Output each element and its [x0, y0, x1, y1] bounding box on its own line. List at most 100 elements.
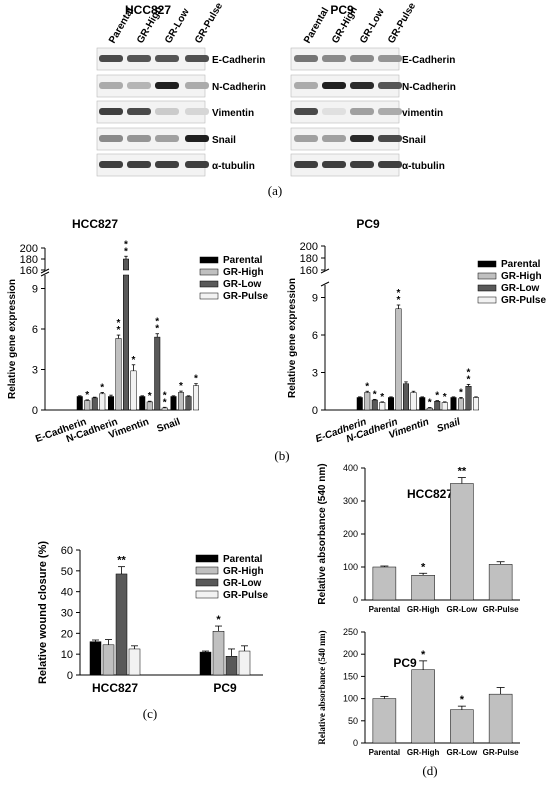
- legend-label: GR-Pulse: [223, 590, 268, 601]
- y-tick-label: 3: [312, 368, 318, 380]
- y-tick-label: 50: [61, 566, 73, 578]
- bar: [419, 397, 426, 411]
- blot-band: [378, 55, 402, 62]
- axis-break: [320, 268, 330, 274]
- y-tick-label: 3: [32, 365, 38, 377]
- legend-swatch: [477, 284, 497, 292]
- panel-label-d: (d): [422, 763, 437, 778]
- blot-band: [99, 82, 123, 89]
- significance-mark: *: [397, 295, 401, 306]
- blot-band: [294, 82, 318, 89]
- chart-title: PC9: [356, 217, 380, 231]
- blot-band: [294, 55, 318, 62]
- y-tick-label: 50: [348, 716, 358, 726]
- y-tick-label: 0: [32, 405, 38, 417]
- significance-mark: *: [459, 388, 463, 399]
- bar: [89, 641, 102, 676]
- blot-protein-label: E-Cadherin: [212, 55, 265, 66]
- significance-mark: *: [467, 367, 471, 378]
- category-label: Snail: [156, 416, 182, 435]
- blot-band: [127, 161, 151, 168]
- y-tick-label: 200: [343, 649, 358, 659]
- bar: [115, 338, 122, 411]
- category-label: GR-High: [407, 748, 440, 757]
- category-label: Parental: [369, 748, 401, 757]
- significance-mark: *: [428, 398, 432, 409]
- significance-mark: **: [117, 555, 126, 567]
- bar: [91, 397, 98, 411]
- bar: [379, 402, 386, 411]
- significance-mark: *: [117, 318, 121, 329]
- category-label: HCC827: [92, 681, 138, 695]
- significance-mark: *: [124, 239, 128, 250]
- blot-band: [127, 82, 151, 89]
- y-tick-label: 180: [20, 254, 38, 266]
- legend-label: GR-High: [501, 271, 542, 282]
- bar: [450, 709, 474, 744]
- legend-swatch: [199, 268, 219, 276]
- blot-band: [322, 108, 346, 115]
- blot-band: [322, 82, 346, 89]
- significance-mark: *: [194, 374, 198, 385]
- bar: [108, 396, 114, 411]
- y-tick-label: 0: [353, 738, 358, 748]
- significance-mark: *: [179, 381, 183, 392]
- y-axis-label: Relative absorbance (540 nm): [317, 630, 327, 744]
- bar: [411, 575, 435, 601]
- legend-label: GR-High: [223, 566, 264, 577]
- category-label: GR-Low: [447, 748, 478, 757]
- blot-band: [294, 135, 318, 142]
- bar: [473, 397, 479, 411]
- bar: [84, 400, 91, 411]
- significance-mark: *: [100, 382, 104, 393]
- bar: [372, 698, 397, 744]
- blot-protein-label: vimentin: [402, 108, 443, 119]
- y-tick-label: 250: [343, 627, 358, 637]
- significance-mark: *: [373, 389, 377, 400]
- bar: [238, 650, 251, 676]
- panel-label-b: (b): [274, 448, 289, 463]
- legend-label: Parental: [223, 554, 263, 565]
- chart-title: HCC827: [407, 487, 453, 501]
- y-axis-label: Relative wound closure (%): [37, 541, 49, 684]
- chart-title: PC9: [393, 656, 417, 670]
- legend-label: GR-Low: [501, 283, 540, 294]
- blot-protein-label: E-Cadherin: [402, 55, 455, 66]
- bar: [441, 402, 448, 411]
- bar: [170, 396, 177, 411]
- legend-swatch: [477, 260, 497, 268]
- bar: [372, 566, 397, 601]
- axis-break: [320, 281, 330, 287]
- blot-band: [350, 55, 374, 62]
- blot-band: [185, 108, 209, 115]
- legend-label: GR-High: [223, 267, 264, 278]
- legend-swatch: [195, 578, 219, 587]
- blot-band: [155, 108, 179, 115]
- blot-band: [378, 82, 402, 89]
- blot-band: [378, 161, 402, 168]
- bar: [488, 564, 513, 601]
- significance-mark: *: [163, 397, 167, 408]
- blot-title: PC9: [330, 3, 354, 17]
- y-tick-label: 0: [312, 405, 318, 417]
- legend-swatch: [195, 554, 219, 563]
- significance-mark: *: [467, 374, 471, 385]
- y-tick-label: 400: [343, 463, 358, 473]
- blot-lane-label: Parental: [302, 6, 331, 46]
- blot-band: [378, 135, 402, 142]
- bar: [115, 573, 128, 676]
- y-tick-label: 0: [67, 670, 73, 682]
- y-tick-label: 0: [353, 595, 358, 605]
- legend-swatch: [195, 590, 219, 599]
- chart-title: HCC827: [72, 217, 118, 231]
- bar: [465, 386, 472, 411]
- blot-band: [127, 108, 151, 115]
- bar: [76, 396, 83, 411]
- y-tick-label: 9: [312, 293, 318, 305]
- significance-mark: *: [421, 649, 426, 661]
- significance-mark: *: [85, 390, 89, 401]
- blot-protein-label: N-Cadherin: [212, 82, 266, 93]
- y-tick-label: 160: [300, 265, 318, 277]
